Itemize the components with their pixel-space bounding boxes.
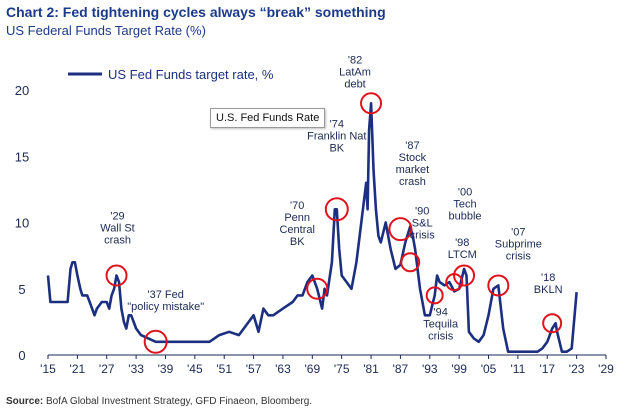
- x-tick-label: '69: [304, 362, 320, 376]
- annotation-circle: [324, 197, 349, 222]
- y-tick-label: 20: [15, 83, 29, 98]
- annotation-label: '90 S&L crisis: [410, 205, 436, 241]
- x-tick-label: '63: [275, 362, 291, 376]
- y-tick-label: 5: [18, 282, 25, 297]
- annotation-circle: [105, 264, 128, 287]
- annotation-circle: [388, 217, 413, 242]
- source-text: BofA Global Investment Strategy, GFD Fin…: [46, 396, 313, 407]
- annotation-label: '74 Franklin Nat BK: [307, 118, 366, 154]
- annotation-label: '70 Penn Central BK: [279, 200, 314, 248]
- annotation-label: '82 LatAm debt: [339, 54, 371, 90]
- x-tick-label: '39: [158, 362, 174, 376]
- x-tick-label: '05: [481, 362, 497, 376]
- x-tick-label: '45: [187, 362, 203, 376]
- x-tick-label: '51: [216, 362, 232, 376]
- chart-title: Chart 2: Fed tightening cycles always “b…: [6, 4, 386, 20]
- annotations-group: '29 Wall St crash '37 Fed "policy mistake" '7…: [100, 54, 563, 354]
- x-tick-label: '75: [334, 362, 350, 376]
- series-group: [46, 102, 578, 354]
- source-label: Source:: [6, 396, 44, 407]
- y-tick-label: 15: [15, 149, 29, 164]
- x-tick-label: '99: [451, 362, 467, 376]
- x-tick-label: '27: [99, 362, 115, 376]
- series-line-fed-funds: [46, 102, 578, 354]
- chart-subtitle: US Federal Funds Target Rate (%): [6, 23, 206, 38]
- annotation-circle: [425, 286, 444, 305]
- axes: '15 '21 '27 '33 '39 '45 '51 '57 '63 '69 '75 '81 '87 '…: [15, 83, 614, 376]
- x-tick-label: '57: [246, 362, 262, 376]
- x-tick-label: '81: [363, 362, 379, 376]
- annotation-circle: [542, 313, 563, 334]
- annotation-label: '07 Subprime crisis: [495, 226, 542, 262]
- x-tick-label: '29: [598, 362, 614, 376]
- series-tooltip: U.S. Fed Funds Rate: [210, 108, 326, 128]
- annotation-circle: [453, 264, 476, 287]
- x-tick-label: '17: [539, 362, 555, 376]
- x-tick-label: '33: [128, 362, 144, 376]
- source-note: Source: BofA Global Investment Strategy,…: [6, 396, 312, 407]
- y-tick-label: 10: [15, 216, 29, 231]
- x-tick-label: '93: [422, 362, 438, 376]
- x-tick-label: '15: [40, 362, 56, 376]
- annotation-circle: [306, 277, 329, 300]
- legend-label: US Fed Funds target rate, %: [108, 67, 274, 82]
- annotation-circle: [400, 252, 421, 273]
- annotation-label: '37 Fed "policy mistake": [127, 289, 204, 313]
- annotation-circle: [360, 92, 383, 115]
- x-tick-label: '21: [70, 362, 86, 376]
- annotation-label: '94 Tequila crisis: [423, 306, 459, 342]
- annotation-label: '98 LTCM: [448, 237, 477, 261]
- y-tick-label: 0: [18, 348, 25, 363]
- annotation-circle: [487, 274, 510, 297]
- legend: US Fed Funds target rate, %: [68, 67, 274, 82]
- annotation-label: '00 Tech bubble: [449, 187, 482, 223]
- x-tick-label: '87: [393, 362, 409, 376]
- annotation-label: '29 Wall St crash: [100, 211, 134, 247]
- x-tick-label: '11: [511, 362, 526, 376]
- annotation-circle: [143, 329, 168, 354]
- x-tick-label: '23: [569, 362, 585, 376]
- annotation-label: '18 BKLN: [534, 272, 563, 296]
- annotation-label: '87 Stock market crash: [396, 140, 430, 188]
